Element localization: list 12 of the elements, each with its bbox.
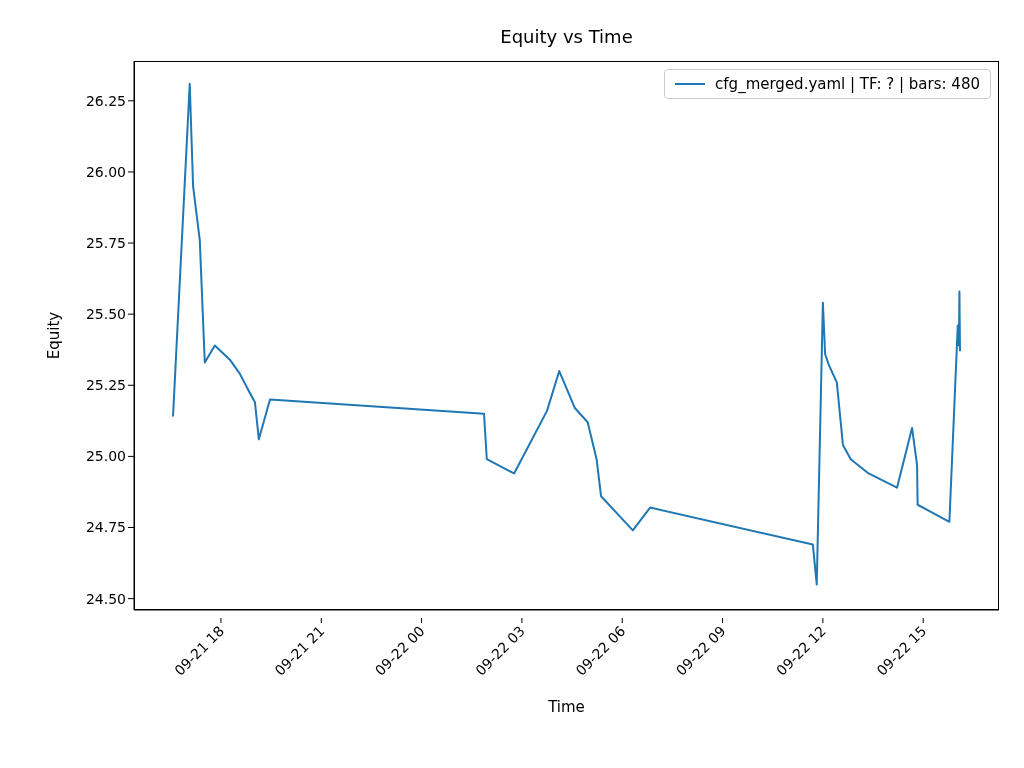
y-tick-label: 25.75 [85,235,126,252]
chart-title: Equity vs Time [499,26,634,47]
y-tick-label: 26.25 [85,92,126,109]
y-axis-title: Equity [45,311,64,360]
y-tick-label: 26.00 [85,163,126,180]
y-tick-label: 25.25 [85,377,126,394]
y-tick-label: 25.50 [85,306,126,323]
y-tick-label: 24.75 [85,519,126,536]
y-tick-label: 25.00 [85,448,126,465]
y-tick-label: 24.50 [85,590,126,607]
x-axis-title: Time [547,698,585,716]
legend-label: cfg_merged.yaml | TF: ? | bars: 480 [715,75,980,93]
